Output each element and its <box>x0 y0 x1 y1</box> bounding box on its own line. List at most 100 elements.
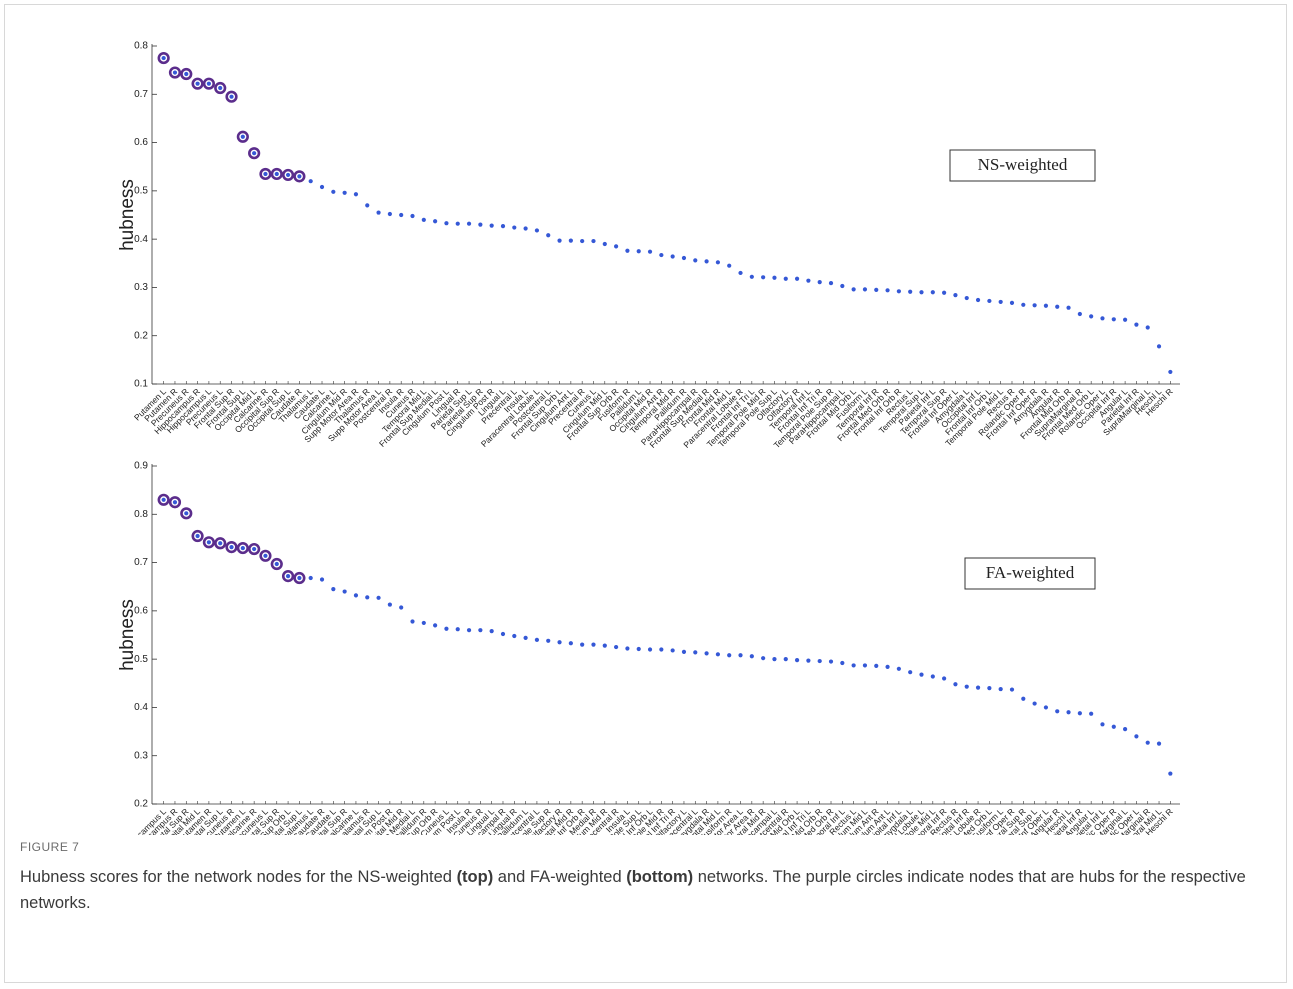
point <box>851 663 856 668</box>
point <box>274 561 279 567</box>
point <box>172 70 178 75</box>
point <box>365 203 370 208</box>
point <box>647 249 653 254</box>
point <box>817 658 822 664</box>
point <box>489 629 494 634</box>
point <box>919 290 924 295</box>
point <box>557 238 562 243</box>
point <box>1021 302 1026 307</box>
hub-marker <box>281 569 295 583</box>
point <box>681 255 687 261</box>
point <box>546 233 551 238</box>
point <box>161 55 166 61</box>
y-tick-label: 0.1 <box>134 379 148 390</box>
hub-marker <box>259 167 272 181</box>
point <box>919 672 924 677</box>
point <box>308 575 313 581</box>
point <box>704 259 709 264</box>
point <box>761 656 766 661</box>
y-tick-label: 0.2 <box>134 799 148 810</box>
hub-marker <box>214 81 227 95</box>
point <box>953 293 958 298</box>
point <box>410 213 415 219</box>
point <box>1066 305 1071 310</box>
point <box>353 593 359 598</box>
point <box>1055 709 1060 714</box>
point <box>1168 369 1173 375</box>
point <box>478 628 483 633</box>
point <box>1156 344 1162 349</box>
point <box>500 224 506 229</box>
point <box>704 651 709 656</box>
point <box>659 647 664 652</box>
y-tick-label: 0.7 <box>134 557 148 568</box>
point <box>908 670 913 675</box>
hub-marker <box>168 66 182 79</box>
point <box>331 189 336 194</box>
hub-marker <box>168 496 182 509</box>
hub-marker <box>225 541 238 554</box>
point <box>523 635 528 640</box>
point <box>568 641 573 646</box>
point <box>625 646 630 651</box>
caption-part: networks. The purple circles indicate no… <box>20 868 1246 912</box>
point <box>772 275 777 280</box>
point <box>387 211 392 217</box>
point <box>1111 317 1116 322</box>
point <box>433 219 438 224</box>
point <box>195 81 200 86</box>
point <box>715 652 721 657</box>
y-tick-label: 0.6 <box>134 137 148 148</box>
point <box>421 620 426 626</box>
point <box>1134 734 1139 739</box>
point <box>331 587 336 592</box>
y-tick-label: 0.4 <box>134 702 148 713</box>
point <box>794 276 800 281</box>
annotation: NS-weighted <box>978 155 1068 174</box>
point <box>761 275 766 280</box>
point <box>353 192 359 197</box>
point <box>297 174 302 179</box>
point <box>975 685 981 690</box>
point <box>1089 711 1094 716</box>
point <box>421 217 426 222</box>
point <box>580 238 585 244</box>
hub-marker <box>180 67 193 81</box>
point <box>376 595 381 600</box>
point <box>602 643 607 648</box>
point <box>1066 710 1071 715</box>
point <box>1100 722 1105 727</box>
point <box>1145 325 1150 330</box>
y-tick-label: 0.8 <box>134 509 148 520</box>
point <box>489 223 494 228</box>
point <box>625 248 630 253</box>
y-tick-label: 0.9 <box>134 461 148 472</box>
caption-part: (top) <box>456 868 494 886</box>
point <box>896 289 901 294</box>
hub-marker <box>259 549 272 562</box>
hub-marker <box>157 493 170 506</box>
point <box>975 297 981 303</box>
point <box>727 653 732 658</box>
point <box>1123 727 1128 732</box>
point <box>342 589 347 594</box>
point <box>455 627 460 632</box>
point <box>851 287 856 292</box>
point <box>512 633 517 639</box>
point <box>693 650 698 655</box>
point <box>885 664 890 669</box>
point <box>297 575 302 581</box>
point <box>319 184 325 190</box>
point <box>285 172 291 178</box>
point <box>546 638 551 643</box>
point <box>614 244 619 249</box>
hub-marker <box>191 529 204 543</box>
point <box>874 287 879 292</box>
point <box>647 647 653 652</box>
point <box>783 657 788 662</box>
point <box>817 280 822 285</box>
point <box>478 222 483 227</box>
point <box>500 631 506 637</box>
